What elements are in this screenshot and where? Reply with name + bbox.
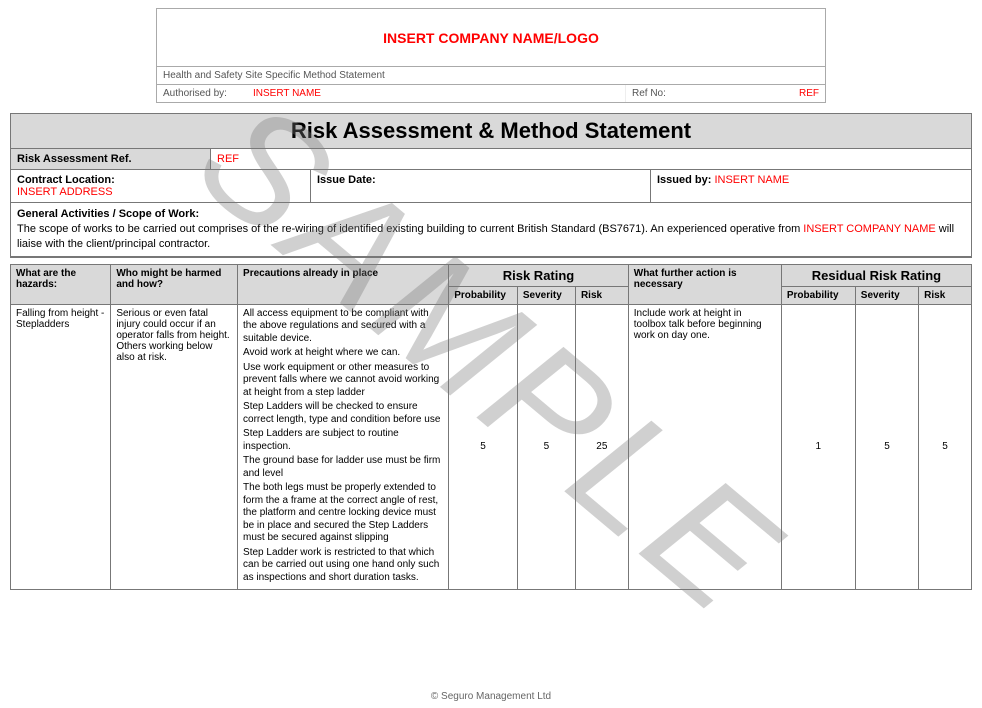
scope-text-1: The scope of works to be carried out com… xyxy=(17,223,803,235)
issued-by-cell: Issued by: INSERT NAME xyxy=(651,170,971,202)
document-header: INSERT COMPANY NAME/LOGO Health and Safe… xyxy=(156,8,826,103)
footer-copyright: © Seguro Management Ltd xyxy=(0,691,982,702)
contract-location-cell: Contract Location: INSERT ADDRESS xyxy=(11,170,311,202)
company-logo-placeholder: INSERT COMPANY NAME/LOGO xyxy=(157,9,825,67)
main-table: Risk Assessment & Method Statement Risk … xyxy=(10,113,972,258)
th-hazards: What are the hazards: xyxy=(11,264,111,304)
table-cell: 5 xyxy=(449,304,518,590)
issue-date-label: Issue Date: xyxy=(311,170,651,202)
th-severity: Severity xyxy=(517,286,575,304)
scope-label: General Activities / Scope of Work: xyxy=(17,208,199,220)
th-precautions: Precautions already in place xyxy=(238,264,449,304)
th-res-risk: Risk xyxy=(919,286,972,304)
th-harm: Who might be harmed and how? xyxy=(111,264,238,304)
ref-label: Risk Assessment Ref. xyxy=(11,149,211,169)
table-cell: 5 xyxy=(919,304,972,590)
risk-table: What are the hazards: Who might be harme… xyxy=(10,264,972,591)
doc-subtitle: Health and Safety Site Specific Method S… xyxy=(157,67,825,85)
ref-no-value: REF xyxy=(705,85,825,102)
table-cell: Falling from height - Stepladders xyxy=(11,304,111,590)
th-res-probability: Probability xyxy=(781,286,855,304)
th-res-severity: Severity xyxy=(855,286,918,304)
th-residual-group: Residual Risk Rating xyxy=(781,264,971,286)
table-cell: 5 xyxy=(855,304,918,590)
auth-row: Authorised by: INSERT NAME Ref No: REF xyxy=(157,85,825,102)
document-title: Risk Assessment & Method Statement xyxy=(11,114,971,149)
ref-row: Risk Assessment Ref. REF xyxy=(11,149,971,170)
table-row: Falling from height - StepladdersSerious… xyxy=(11,304,972,590)
authorised-by-value: INSERT NAME xyxy=(247,85,625,102)
issued-by-label: Issued by: xyxy=(657,174,711,186)
contract-location-label: Contract Location: xyxy=(17,174,304,186)
th-risk-rating-group: Risk Rating xyxy=(449,264,629,286)
contract-location-value: INSERT ADDRESS xyxy=(17,186,304,198)
scope-company: INSERT COMPANY NAME xyxy=(803,223,935,235)
th-probability: Probability xyxy=(449,286,518,304)
table-cell: Include work at height in toolbox talk b… xyxy=(628,304,781,590)
info-row: Contract Location: INSERT ADDRESS Issue … xyxy=(11,170,971,203)
table-cell: 1 xyxy=(781,304,855,590)
scope-block: General Activities / Scope of Work: The … xyxy=(11,203,971,257)
th-risk: Risk xyxy=(575,286,628,304)
table-cell: 5 xyxy=(517,304,575,590)
issued-by-value: INSERT NAME xyxy=(714,174,789,186)
authorised-by-label: Authorised by: xyxy=(157,85,247,102)
table-cell: Serious or even fatal injury could occur… xyxy=(111,304,238,590)
ref-no-label: Ref No: xyxy=(625,85,705,102)
th-further-action: What further action is necessary xyxy=(628,264,781,304)
table-cell: 25 xyxy=(575,304,628,590)
precautions-cell: All access equipment to be compliant wit… xyxy=(238,304,449,590)
ref-value: REF xyxy=(211,149,971,169)
